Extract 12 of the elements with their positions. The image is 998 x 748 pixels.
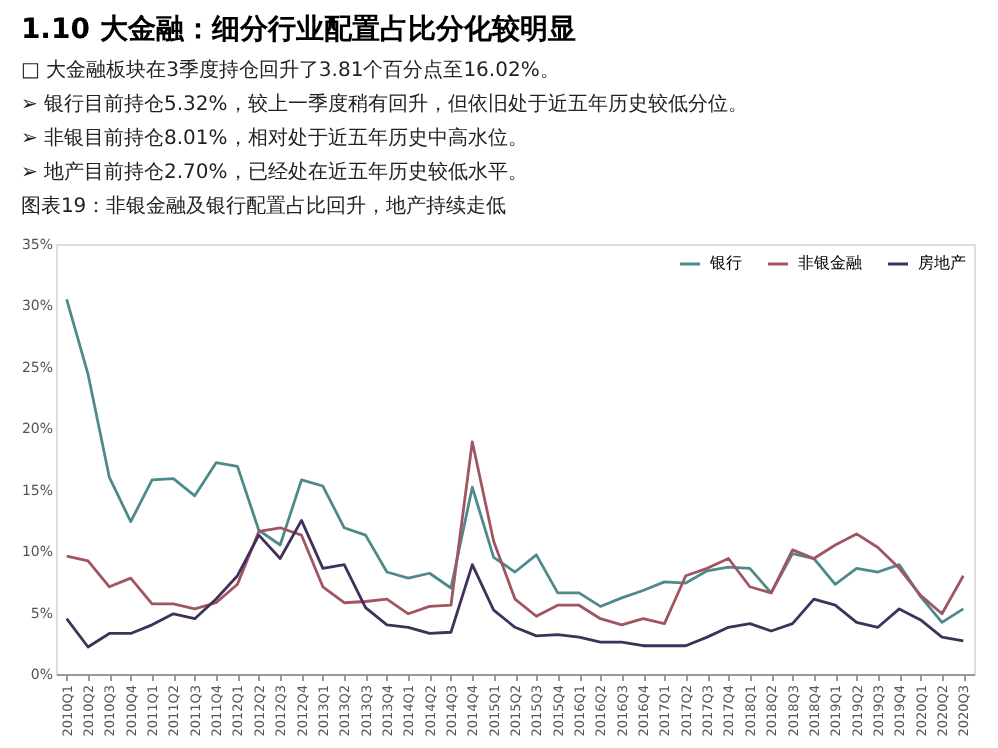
legend-label: 房地产 (918, 254, 966, 272)
text: ➢ 非银目前持仓8.01%，相对处于近五年历史中高水位。 (20, 126, 528, 150)
line-series (65, 519, 965, 649)
text: ➢ 银行目前持仓5.32%，较上一季度稍有回升，但依旧处于近五年历史较低分位。 (20, 92, 748, 116)
chart-title: 1.10 大金融：细分行业配置占比分化较明显 (20, 14, 576, 46)
legend-label: 银行 (708, 254, 742, 272)
text: □ 大金融板块在3季度持仓回升了3.81个百分点至16.02%。 (20, 58, 560, 82)
legend-label: 非银金融 (798, 254, 862, 272)
line-series (65, 440, 965, 627)
line-series (65, 297, 965, 624)
text: ➢ 地产目前持仓2.70%，已经处在近五年历史较低水平。 (20, 160, 528, 184)
chart-subtitle: 图表19：非银金融及银行配置占比回升，地产持续走低 (20, 194, 507, 218)
